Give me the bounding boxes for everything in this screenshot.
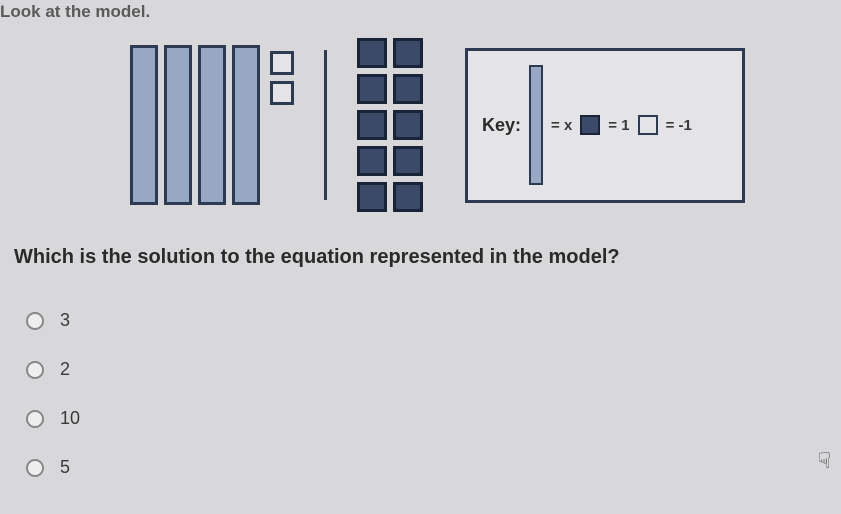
radio-icon <box>26 361 44 379</box>
x-bar <box>164 45 192 205</box>
positive-one-tile <box>357 146 387 176</box>
legend-eq-x: = x <box>551 117 572 134</box>
legend-eq-neg1: = -1 <box>666 117 692 134</box>
option-label: 5 <box>60 457 70 478</box>
equals-divider <box>324 50 327 200</box>
positive-one-tile <box>393 146 423 176</box>
left-side-group <box>130 45 294 205</box>
positive-one-tile <box>357 182 387 212</box>
radio-icon <box>26 459 44 477</box>
option-label: 10 <box>60 408 80 429</box>
negative-one-tile <box>270 51 294 75</box>
option-label: 2 <box>60 359 70 380</box>
positive-one-tile <box>357 74 387 104</box>
positive-one-tile <box>393 110 423 140</box>
model-diagram: Key: = x = 1 = -1 <box>130 40 790 210</box>
instruction-text: Look at the model. <box>0 2 150 22</box>
positive-one-tile <box>393 182 423 212</box>
negative-units-column <box>270 45 294 105</box>
radio-icon <box>26 312 44 330</box>
legend-pos1-icon <box>580 115 600 135</box>
positive-one-tile <box>357 38 387 68</box>
radio-icon <box>26 410 44 428</box>
legend-box: Key: = x = 1 = -1 <box>465 48 745 203</box>
answer-options: 3 2 10 5 <box>26 310 80 478</box>
question-text: Which is the solution to the equation re… <box>14 246 620 269</box>
x-bar <box>130 45 158 205</box>
legend-neg1-icon <box>638 115 658 135</box>
pointer-cursor-icon: ☟ <box>818 448 831 474</box>
option-5[interactable]: 5 <box>26 457 80 478</box>
legend-label: Key: <box>482 115 521 136</box>
legend-eq-1: = 1 <box>608 117 629 134</box>
x-bar <box>198 45 226 205</box>
option-3[interactable]: 3 <box>26 310 80 331</box>
option-label: 3 <box>60 310 70 331</box>
legend-xbar-icon <box>529 65 543 185</box>
positive-one-tile <box>393 38 423 68</box>
option-10[interactable]: 10 <box>26 408 80 429</box>
right-side-group <box>357 38 423 212</box>
positive-one-tile <box>393 74 423 104</box>
negative-one-tile <box>270 81 294 105</box>
positive-one-tile <box>357 110 387 140</box>
option-2[interactable]: 2 <box>26 359 80 380</box>
x-bar <box>232 45 260 205</box>
